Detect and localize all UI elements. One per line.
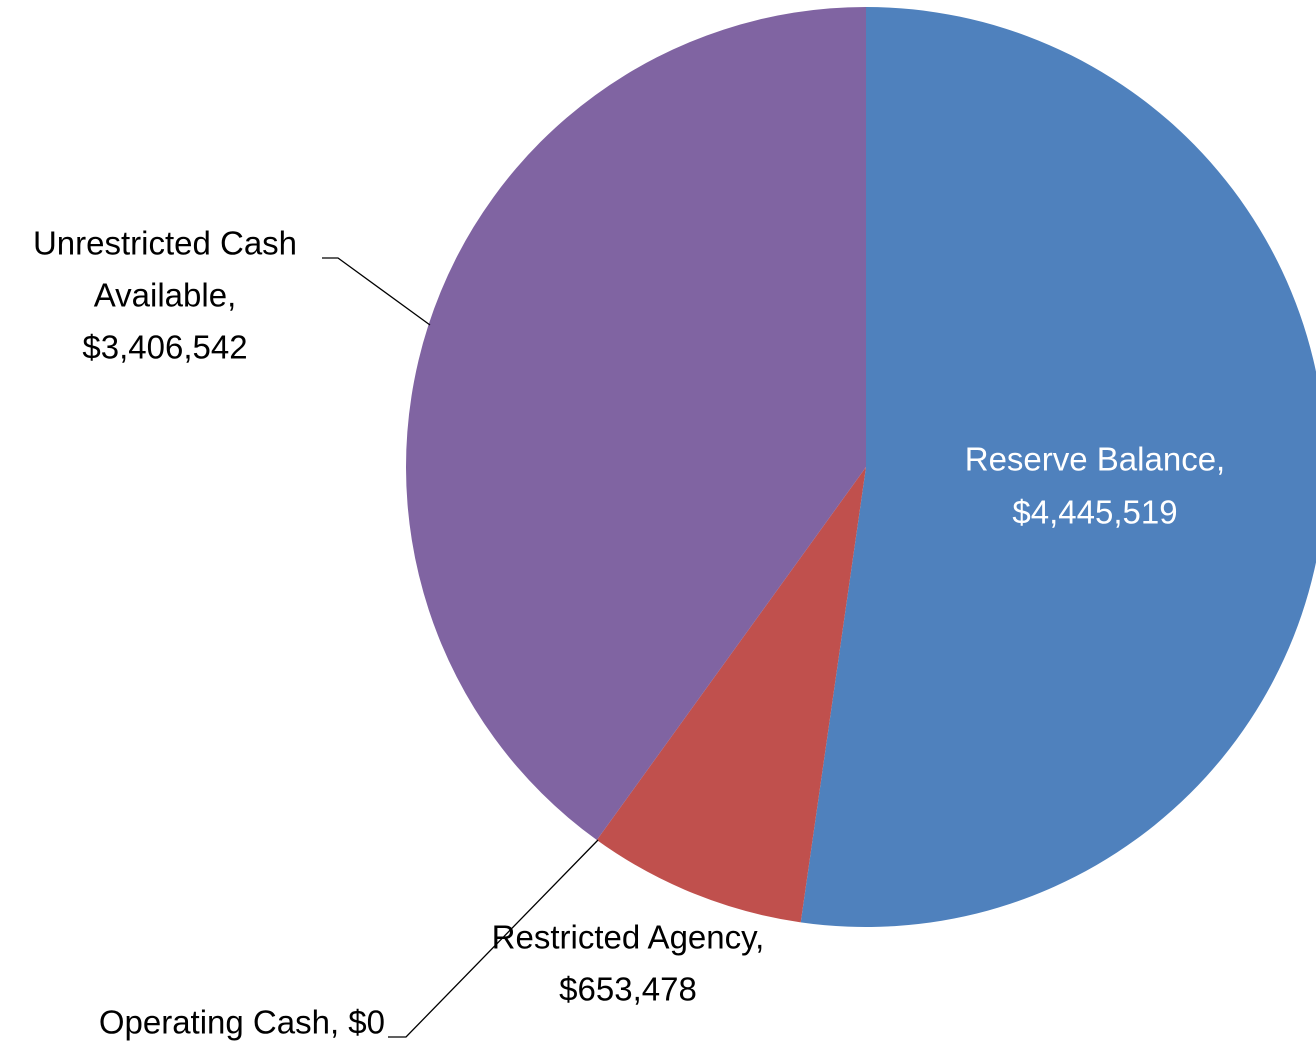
data-label: Operating Cash, $0: [99, 1004, 385, 1041]
data-labels: Reserve Balance, $4,445,519 Restricted Age…: [33, 225, 1225, 1041]
data-label: Available,: [94, 277, 237, 314]
data-label: $4,445,519: [1012, 494, 1177, 531]
pie-slice: [596, 467, 866, 923]
pie-slice: [406, 7, 866, 841]
data-label: Reserve Balance,: [965, 441, 1225, 478]
data-label: Restricted Agency,: [492, 919, 765, 956]
leader-line: [322, 257, 431, 326]
leader-line: [388, 839, 599, 1038]
data-label: $653,478: [559, 971, 697, 1008]
data-label: Unrestricted Cash: [33, 225, 297, 262]
pie-slice: [800, 7, 1316, 927]
data-label: $3,406,542: [82, 329, 247, 366]
